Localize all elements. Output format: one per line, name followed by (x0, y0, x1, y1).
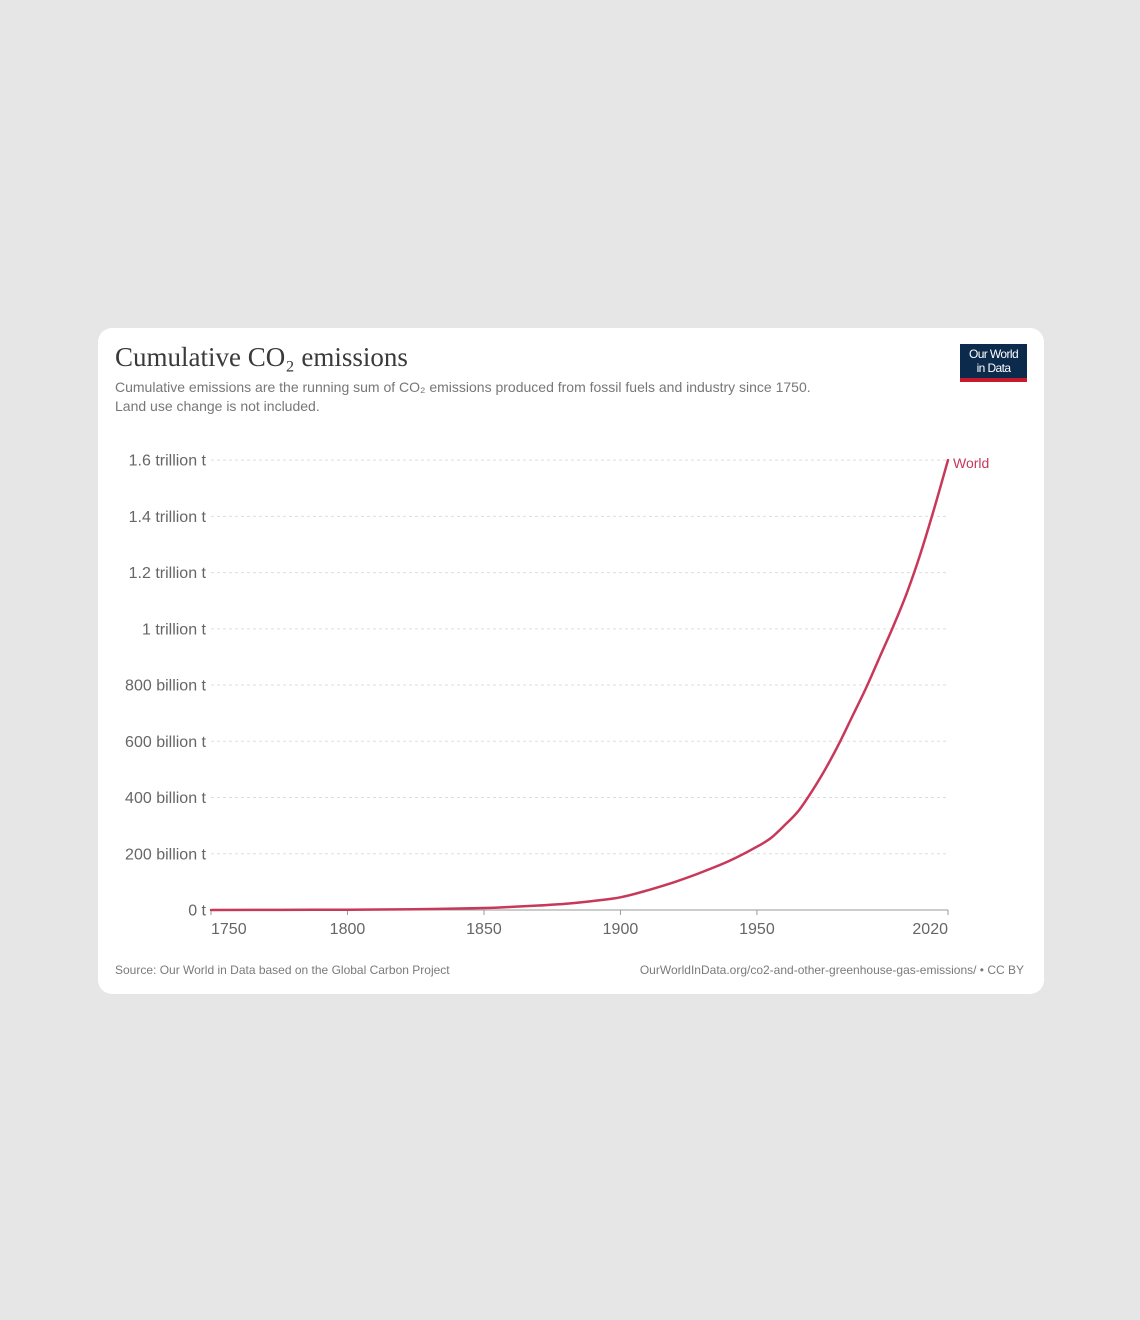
x-tick-label: 1900 (603, 921, 639, 938)
y-tick-label: 600 billion t (125, 734, 207, 751)
line-chart: 0 t 200 billion t 400 billion t 600 billion… (125, 453, 989, 938)
y-tick-label: 0 t (188, 903, 206, 920)
chart-title: Cumulative CO₂ emissions (115, 342, 408, 372)
x-axis: 1750 1800 1850 1900 1950 2020 (210, 909, 949, 938)
series-labels: World (953, 455, 989, 471)
series-label-world: World (953, 455, 989, 471)
x-tick-label: 2020 (912, 921, 948, 938)
y-tick-labels: 0 t 200 billion t 400 billion t 600 billion… (125, 453, 207, 920)
subtitle-line-1: Cumulative emissions are the running sum… (115, 379, 811, 395)
series-lines (209, 458, 950, 912)
y-tick-label: 1.2 trillion t (129, 565, 207, 582)
y-tick-label: 1 trillion t (142, 621, 207, 638)
source-url[interactable]: OurWorldInData.org/co2-and-other-greenho… (639, 963, 1024, 977)
y-tick-label: 400 billion t (125, 790, 207, 807)
owid-logo[interactable]: Our World in Data (960, 344, 1027, 382)
chart-card: Cumulative CO₂ emissions Cumulative emis… (98, 328, 1044, 994)
x-tick-label: 1750 (211, 921, 247, 938)
y-tick-label: 200 billion t (125, 846, 207, 863)
y-gridlines (211, 459, 948, 855)
source-note[interactable]: Source: Our World in Data based on the G… (115, 963, 450, 977)
chart-subtitle: Cumulative emissions are the running sum… (115, 378, 935, 416)
subtitle-line-2: Land use change is not included. (115, 398, 320, 414)
x-tick-label: 1800 (330, 921, 366, 938)
y-tick-label: 1.4 trillion t (129, 509, 207, 526)
series-line-world (209, 458, 950, 912)
y-tick-label: 800 billion t (125, 678, 207, 695)
logo-line-2: in Data (976, 361, 1011, 375)
logo-line-1: Our World (968, 347, 1019, 361)
y-tick-label: 1.6 trillion t (129, 453, 207, 470)
x-tick-label: 1950 (739, 921, 775, 938)
x-tick-label: 1850 (466, 921, 502, 938)
